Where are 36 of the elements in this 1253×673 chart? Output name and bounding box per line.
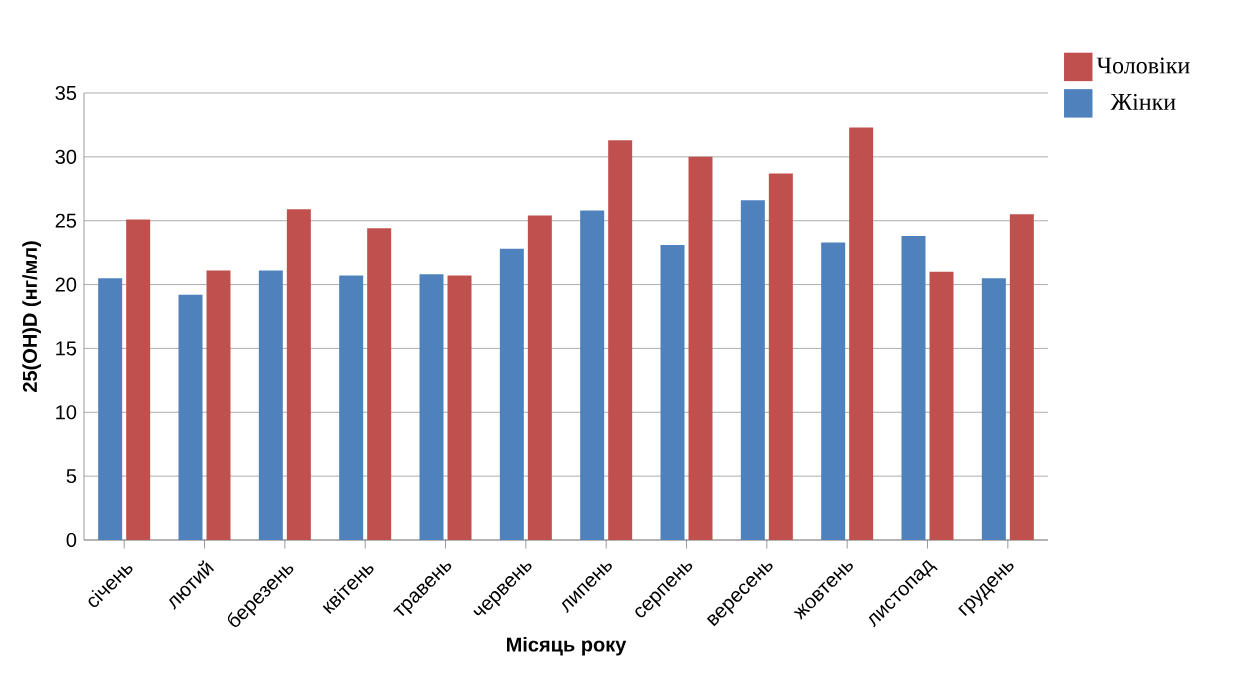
bar — [660, 244, 685, 540]
bar — [286, 209, 311, 540]
bar — [447, 275, 472, 540]
y-tick-label: 20 — [55, 277, 77, 292]
bar — [339, 275, 364, 540]
y-tick-label: 25 — [55, 213, 77, 228]
y-tick-label: 35 — [55, 85, 77, 101]
bar — [1009, 214, 1034, 540]
bar — [768, 173, 793, 540]
bar — [929, 271, 954, 540]
bar — [527, 215, 552, 540]
bar — [258, 270, 283, 540]
bar — [740, 200, 765, 540]
legend-label: Жінки — [1110, 93, 1176, 110]
bar — [849, 127, 874, 540]
bar — [580, 210, 605, 540]
y-tick-label: 10 — [56, 405, 77, 420]
bar — [688, 156, 713, 540]
bar — [608, 140, 633, 540]
y-tick-label: 5 — [66, 469, 77, 484]
bar — [126, 219, 151, 540]
bar — [419, 274, 444, 540]
bar — [206, 270, 231, 540]
y-tick-label: 15 — [56, 341, 77, 356]
legend-label: Чоловіки — [1096, 57, 1190, 74]
bar — [367, 228, 392, 540]
bar — [901, 236, 926, 540]
x-axis-title: Місяць року — [507, 636, 627, 656]
bar — [98, 278, 123, 540]
y-tick-label: 0 — [66, 532, 77, 548]
bar — [178, 294, 203, 540]
y-tick-label: 30 — [55, 149, 77, 164]
y-axis-title: 25(OH)D (нг/мл) — [22, 241, 41, 392]
bar — [499, 248, 524, 540]
bar — [821, 242, 846, 540]
bar — [981, 278, 1006, 540]
